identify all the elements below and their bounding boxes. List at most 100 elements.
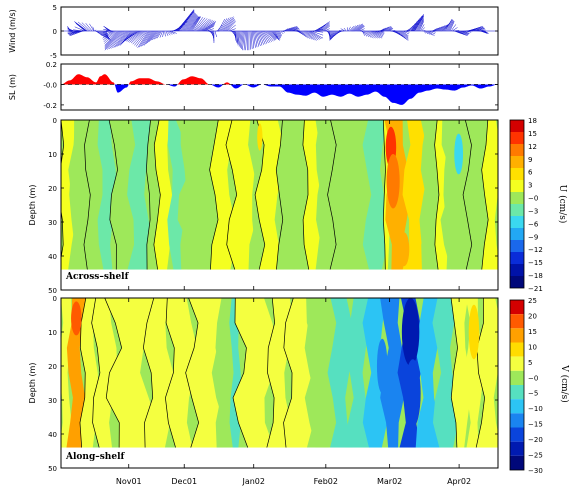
wind-vector [102,30,114,39]
heatmap-cell [345,120,371,270]
wind-vector [365,30,372,38]
colorbar-tick-label: 15 [528,328,537,336]
wind-vector [167,30,173,35]
wind-vector [266,30,276,41]
wind-vector [206,28,214,32]
wind-vector [239,30,243,48]
wind-vector [180,12,196,32]
wind-vector [460,30,469,35]
wind-vector [423,30,427,34]
wind-vector [284,27,291,32]
colorbar-swatch [510,180,524,192]
wind-vector [89,23,94,32]
wind-vector [306,30,319,41]
wind-vector [265,30,274,42]
wind-ytick-label: 5 [53,4,57,12]
wind-vector [319,22,330,32]
colorbar-tick-label: 5 [528,359,532,367]
wind-vector [471,25,483,32]
depth-tick-label: 10 [48,329,57,337]
wind-vector [364,30,370,38]
wind-vector [473,27,484,32]
heatmap-cell [362,120,389,270]
wind-vector [103,25,112,32]
colorbar-swatch [510,370,524,385]
wind-vector [185,15,198,32]
wind-vector [439,24,449,32]
wind-vector [290,27,299,32]
sea-level-ytick-label: -0.0 [43,81,57,89]
colorbar-swatch [510,264,524,276]
colorbar-swatch [510,168,524,180]
heatmap-cell [327,120,354,270]
wind-vector [411,17,421,32]
colorbar-swatch [510,252,524,264]
wind-ytick-label: 0 [53,28,57,36]
wind-vector [269,30,277,39]
contour-line [283,298,294,448]
wind-vector [226,21,236,32]
contour-line [185,298,199,448]
time-tick-label: Apr02 [447,477,471,486]
wind-vector [448,20,454,32]
heatmap-cell [304,298,338,448]
wind-vector [396,30,407,40]
wind-vector [135,30,148,47]
wind-vector [451,27,458,32]
colorbar-tick-label: −0 [528,374,538,382]
wind-vector [421,27,425,32]
sea-level-positive-area [61,74,498,85]
wind-vector [366,30,374,39]
wind-vector [459,30,468,36]
wind-vector [182,13,196,32]
wind-vector [329,30,333,41]
sea-level-panel: 0.2 -0.0 -0.2 SL (m) [8,61,499,111]
wind-vector [388,28,394,32]
wind-vector [418,20,424,32]
colorbar-swatch [510,328,524,343]
wind-vector [353,23,363,32]
colorbar-tick-label: 18 [528,117,537,125]
wind-vector [414,15,424,32]
wind-vector [178,11,195,32]
wind-vector [137,30,149,48]
wind-vector [143,30,153,46]
wind-vector [280,30,284,35]
wind-vector [429,30,436,35]
heatmap-cell [481,120,498,270]
wind-vector [166,30,171,36]
colorbar-swatch [510,144,524,156]
wind-vector [403,30,410,33]
wind-vector [300,30,307,38]
wind-vector [278,30,282,38]
wind-panel: 5 0 -5 Wind (m/s) [8,4,499,60]
heatmap-feature [401,298,420,366]
wind-vector [287,26,295,32]
heatmap-feature [454,133,464,175]
wind-vector [379,28,385,32]
wind-vector [358,25,365,32]
wind-vector [412,15,423,32]
wind-vector [372,30,383,38]
wind-vector [349,26,354,32]
wind-vector [238,30,242,47]
heatmap-feature [257,123,263,151]
wind-vector [156,30,162,39]
wind-vector [273,30,280,41]
wind-vector [104,30,110,39]
wind-vector [95,30,103,37]
wind-vector [124,30,140,41]
wind-vector [430,30,436,33]
colorbar-frame [509,119,525,289]
wind-vector [472,26,484,32]
wind-vector [116,30,129,47]
wind-vector [298,30,305,36]
contour-line [153,120,161,270]
wind-vector [118,30,131,47]
wind-yticks: 5 0 -5 [50,4,498,60]
colorbar-swatch [510,385,524,400]
wind-vector [427,30,435,37]
wind-vector [482,30,489,34]
wind-vector [92,26,95,32]
across-shelf-frame [60,119,499,291]
